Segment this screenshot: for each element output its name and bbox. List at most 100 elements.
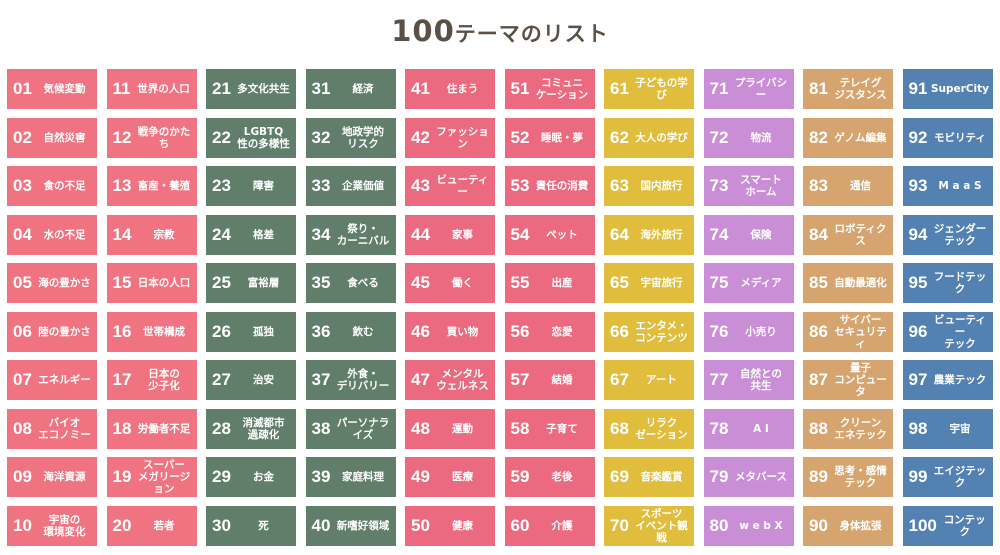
- theme-label: 農業テック: [933, 374, 987, 386]
- theme-label: 海外旅行: [640, 228, 683, 241]
- theme-tile: 14 宗教: [106, 214, 197, 255]
- theme-number: 34: [311, 224, 331, 244]
- theme-tile: 76 小売り: [703, 311, 794, 352]
- theme-tile: 66 エンタメ・ コンテンツ: [604, 311, 694, 352]
- theme-number: 88: [809, 418, 828, 438]
- theme-label: 音楽鑑賞: [640, 471, 683, 483]
- theme-label: コンテック: [943, 513, 986, 538]
- theme-label: ビューティー テック: [934, 313, 986, 350]
- theme-tile: 47 メンタル ウェルネス: [405, 360, 495, 400]
- theme-number: 19: [112, 467, 132, 486]
- theme-label: エイジテック: [933, 465, 987, 489]
- theme-label: 家事: [451, 228, 473, 241]
- theme-label: 食べる: [347, 277, 379, 289]
- theme-label: 自動最適化: [834, 277, 887, 289]
- theme-tile: 35 食べる: [305, 263, 396, 303]
- theme-tile: 43 ビューティー: [405, 166, 495, 206]
- theme-tile: 75 メディア: [703, 263, 794, 303]
- theme-tile: 60 介護: [504, 505, 595, 546]
- theme-tile: 93 M a a S: [902, 166, 993, 206]
- theme-tile: 78 A I: [703, 408, 794, 449]
- theme-number: 41: [411, 79, 430, 98]
- theme-label: クリーン エネテック: [834, 416, 887, 441]
- theme-tile: 20 若者: [106, 505, 197, 546]
- theme-label: リラク ゼーション: [635, 416, 688, 441]
- theme-number: 92: [908, 127, 928, 147]
- theme-label: 宇宙の 環境変化: [43, 513, 86, 538]
- theme-tile: 57 結婚: [504, 360, 595, 400]
- theme-tile: 94 ジェンダー テック: [902, 214, 993, 255]
- theme-tile: 73 スマート ホーム: [703, 166, 794, 206]
- theme-tile: 11 世界の人口: [106, 69, 197, 109]
- theme-tile: 36 飲む: [305, 311, 396, 352]
- theme-number: 12: [112, 127, 132, 147]
- theme-number: 46: [411, 321, 430, 341]
- theme-number: 25: [212, 273, 231, 292]
- theme-tile: 62 大人の学び: [604, 117, 694, 158]
- theme-label: SuperCity: [930, 83, 989, 95]
- theme-tile: 59 老後: [504, 457, 595, 497]
- theme-label: メンタル ウェルネス: [436, 368, 489, 392]
- theme-number: 49: [411, 467, 430, 486]
- theme-number: 54: [510, 224, 530, 244]
- theme-number: 74: [709, 224, 729, 244]
- theme-label: 海洋資源: [43, 471, 86, 483]
- theme-number: 51: [510, 79, 530, 98]
- theme-number: 84: [809, 224, 828, 244]
- theme-tile: 51 コミュニ ケーション: [504, 69, 595, 109]
- theme-number: 42: [411, 127, 430, 147]
- theme-grid: 01 気候変動 02 自然災害 03 食の不足 04 水の不足 05 海の豊かさ 06 陸の豊かさ 07…: [7, 69, 993, 546]
- theme-number: 52: [510, 127, 530, 147]
- title-text: テーマのリスト: [454, 22, 609, 46]
- theme-tile: 31 経済: [305, 69, 396, 109]
- theme-tile: 68 リラク ゼーション: [604, 408, 694, 449]
- theme-tile: 07 エネルギー: [7, 360, 97, 400]
- theme-tile: 85 自動最適化: [803, 263, 893, 303]
- theme-label: 老後: [551, 471, 573, 483]
- theme-tile: 34 祭り・ カーニバル: [305, 214, 396, 255]
- theme-tile: 90 身体拡張: [803, 505, 893, 546]
- theme-label: 出産: [551, 277, 573, 289]
- theme-number: 94: [908, 224, 928, 244]
- theme-label: 子どもの学び: [635, 77, 688, 101]
- theme-number: 91: [908, 79, 928, 98]
- theme-number: 13: [112, 176, 132, 195]
- theme-number: 15: [112, 273, 132, 292]
- theme-number: 21: [212, 79, 231, 98]
- theme-number: 07: [13, 370, 32, 389]
- theme-number: 06: [13, 321, 32, 341]
- theme-tile: 53 責任の消費: [504, 166, 595, 206]
- theme-label: メディア: [740, 277, 782, 289]
- theme-number: 26: [212, 321, 231, 341]
- theme-number: 08: [13, 418, 32, 438]
- theme-tile: 21 多文化共生: [206, 69, 296, 109]
- theme-number: 38: [311, 418, 331, 438]
- theme-number: 73: [709, 176, 729, 195]
- theme-label: 日本の人口: [137, 277, 191, 289]
- theme-tile: 37 外食・ デリバリー: [305, 360, 396, 400]
- theme-tile: 61 子どもの学び: [604, 69, 694, 109]
- theme-tile: 50 健康: [405, 505, 495, 546]
- theme-tile: 13 畜産・養殖: [106, 166, 197, 206]
- theme-tile: 84 ロボティクス: [803, 214, 893, 255]
- theme-tile: 72 物流: [703, 117, 794, 158]
- theme-tile: 86 サイバー セキュリティ: [803, 311, 893, 352]
- theme-number: 61: [610, 79, 629, 98]
- theme-label: w e b X: [739, 519, 783, 532]
- theme-tile: 97 農業テック: [902, 360, 993, 400]
- theme-label: 企業価値: [341, 180, 384, 192]
- theme-number: 11: [112, 79, 131, 98]
- theme-label: 小売り: [745, 325, 777, 338]
- theme-tile: 45 働く: [405, 263, 495, 303]
- theme-label: 世帯構成: [142, 325, 185, 338]
- theme-label: 自然災害: [43, 131, 86, 144]
- theme-label: 治安: [252, 374, 274, 386]
- theme-tile: 16 世帯構成: [106, 311, 197, 352]
- theme-number: 27: [212, 370, 231, 389]
- theme-tile: 27 治安: [206, 360, 296, 400]
- theme-label: 地政学的 リスク: [341, 125, 384, 150]
- theme-number: 44: [411, 224, 430, 244]
- theme-number: 85: [809, 273, 828, 292]
- theme-label: 量子 コンピュータ: [834, 362, 887, 398]
- theme-number: 32: [311, 127, 331, 147]
